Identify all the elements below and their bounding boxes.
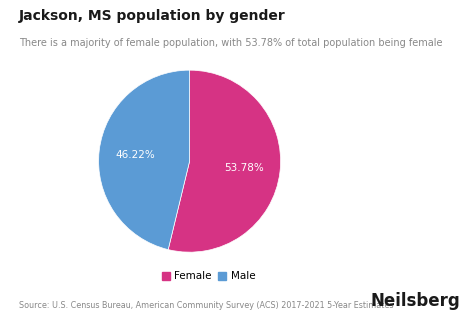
Legend: Female, Male: Female, Male (158, 267, 259, 286)
Text: 46.22%: 46.22% (116, 150, 155, 160)
Text: 53.78%: 53.78% (224, 163, 264, 173)
Text: Source: U.S. Census Bureau, American Community Survey (ACS) 2017-2021 5-Year Est: Source: U.S. Census Bureau, American Com… (19, 301, 393, 310)
Wedge shape (168, 70, 281, 252)
Wedge shape (99, 70, 190, 250)
Text: There is a majority of female population, with 53.78% of total population being : There is a majority of female population… (19, 38, 442, 48)
Text: Jackson, MS population by gender: Jackson, MS population by gender (19, 9, 286, 23)
Text: Neilsberg: Neilsberg (370, 292, 460, 310)
